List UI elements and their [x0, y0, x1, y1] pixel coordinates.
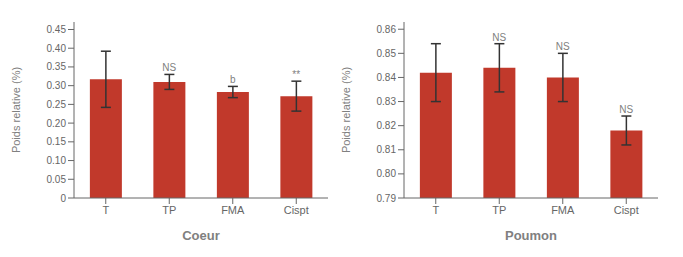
svg-text:0.81: 0.81	[377, 144, 397, 155]
svg-text:TP: TP	[162, 204, 176, 216]
svg-text:Poids relative (%): Poids relative (%)	[340, 67, 352, 153]
svg-text:Poumon: Poumon	[505, 228, 557, 243]
svg-text:0.45: 0.45	[47, 24, 67, 35]
svg-text:0.35: 0.35	[47, 61, 67, 72]
svg-text:TP: TP	[492, 204, 506, 216]
svg-text:0.83: 0.83	[377, 96, 397, 107]
svg-text:0.80: 0.80	[377, 168, 397, 179]
svg-text:T: T	[432, 204, 439, 216]
svg-text:Cispt: Cispt	[614, 204, 639, 216]
svg-text:Coeur: Coeur	[182, 228, 220, 243]
svg-text:0.10: 0.10	[47, 155, 67, 166]
svg-text:0.05: 0.05	[47, 174, 67, 185]
svg-text:T: T	[102, 204, 109, 216]
svg-text:Poids relative (%): Poids relative (%)	[10, 67, 22, 153]
svg-text:0.15: 0.15	[47, 136, 67, 147]
svg-text:0: 0	[60, 193, 66, 204]
svg-text:NS: NS	[556, 41, 570, 52]
svg-text:FMA: FMA	[221, 204, 245, 216]
svg-text:**: **	[292, 69, 300, 80]
svg-text:NS: NS	[492, 32, 506, 43]
svg-text:0.30: 0.30	[47, 80, 67, 91]
svg-text:Cispt: Cispt	[284, 204, 309, 216]
svg-text:0.86: 0.86	[377, 24, 397, 35]
svg-text:b: b	[230, 74, 236, 85]
svg-text:FMA: FMA	[551, 204, 575, 216]
svg-text:0.20: 0.20	[47, 118, 67, 129]
svg-text:0.82: 0.82	[377, 120, 397, 131]
svg-text:0.79: 0.79	[377, 193, 397, 204]
svg-text:0.40: 0.40	[47, 43, 67, 54]
svg-text:0.84: 0.84	[377, 72, 397, 83]
svg-text:NS: NS	[162, 62, 176, 73]
svg-text:NS: NS	[619, 104, 633, 115]
svg-text:0.85: 0.85	[377, 48, 397, 59]
svg-text:0.25: 0.25	[47, 99, 67, 110]
